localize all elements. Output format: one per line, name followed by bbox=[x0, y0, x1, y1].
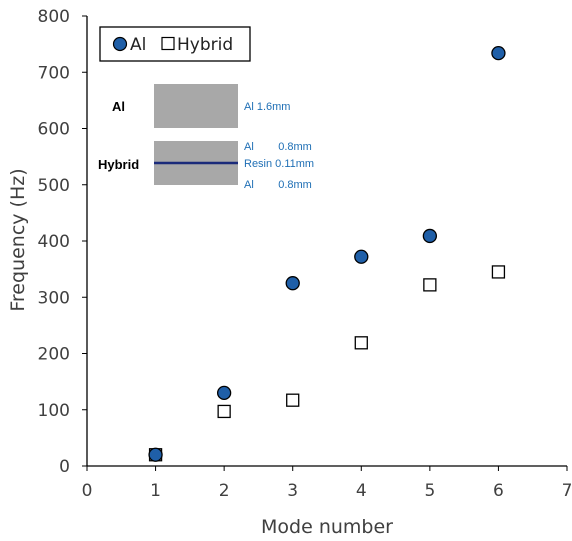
point-al bbox=[491, 45, 506, 61]
point-hybrid bbox=[354, 336, 368, 350]
axes bbox=[86, 16, 567, 467]
point-hybrid bbox=[423, 278, 437, 292]
tick-labels: 0 1 2 3 4 5 6 7 0 100 200 300 400 500 600 700 800 bbox=[38, 7, 572, 501]
x-tick-label: 3 bbox=[287, 481, 298, 501]
inset-hybrid-layer-label-mid: Resin 0.11mm bbox=[244, 158, 314, 170]
x-tick-label: 4 bbox=[356, 481, 367, 501]
point-al bbox=[216, 385, 232, 401]
y-tick-label: 700 bbox=[38, 63, 70, 83]
x-tick-label: 0 bbox=[82, 481, 93, 501]
point-al bbox=[422, 228, 438, 244]
y-tick-label: 800 bbox=[38, 7, 70, 27]
x-axis-label: Mode number bbox=[261, 516, 393, 538]
point-al bbox=[354, 249, 369, 264]
legend-marker-hybrid bbox=[161, 36, 175, 51]
inset-al-title: Al bbox=[112, 99, 125, 114]
x-tick-label: 6 bbox=[493, 481, 504, 501]
y-tick-label: 300 bbox=[38, 288, 70, 308]
y-tick-label: 0 bbox=[59, 457, 70, 477]
inset-hybrid-title: Hybrid bbox=[98, 157, 139, 172]
inset-layer-diagram: Al Al 1.6mm Hybrid Al 0.8mm Resin 0.11mm… bbox=[98, 84, 314, 191]
inset-hybrid-layer-label-bot: Al 0.8mm bbox=[244, 179, 312, 191]
x-tick-label: 2 bbox=[219, 481, 230, 501]
data-points bbox=[148, 45, 506, 462]
legend: Al Hybrid bbox=[99, 26, 251, 62]
point-hybrid bbox=[286, 393, 300, 407]
x-tick-label: 5 bbox=[424, 481, 435, 501]
y-tick-label: 600 bbox=[38, 120, 70, 140]
legend-marker-al bbox=[112, 36, 128, 52]
y-tick-label: 500 bbox=[38, 176, 70, 196]
x-tick-label: 1 bbox=[150, 481, 161, 501]
legend-label-hybrid: Hybrid bbox=[177, 35, 233, 55]
y-tick-label: 200 bbox=[38, 345, 70, 365]
legend-label-al: Al bbox=[130, 35, 146, 55]
point-al bbox=[148, 447, 163, 462]
inset-hybrid-layer-label-top: Al 0.8mm bbox=[244, 141, 312, 153]
point-hybrid bbox=[491, 265, 506, 279]
point-al bbox=[285, 276, 300, 291]
y-tick-label: 100 bbox=[38, 401, 70, 421]
x-tick-label: 7 bbox=[562, 481, 572, 501]
point-hybrid bbox=[217, 404, 231, 419]
y-tick-label: 400 bbox=[38, 232, 70, 252]
inset-al-layer-label: Al 1.6mm bbox=[244, 101, 290, 113]
inset-al-plate bbox=[154, 84, 238, 128]
y-axis-label: Frequency (Hz) bbox=[7, 168, 29, 311]
